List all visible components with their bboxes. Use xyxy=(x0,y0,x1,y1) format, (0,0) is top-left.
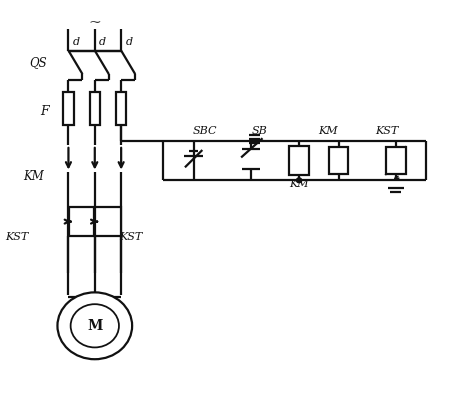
Text: d: d xyxy=(99,37,106,47)
Bar xyxy=(89,92,100,125)
Circle shape xyxy=(70,304,119,347)
Text: KST: KST xyxy=(119,232,142,242)
Text: ~: ~ xyxy=(88,16,101,30)
Bar xyxy=(95,207,120,236)
Text: KM: KM xyxy=(23,170,44,183)
Bar xyxy=(63,92,74,125)
Text: SBC: SBC xyxy=(192,126,216,136)
Text: KM: KM xyxy=(317,126,337,136)
Text: d: d xyxy=(73,37,80,47)
Text: QS: QS xyxy=(29,56,46,69)
Bar xyxy=(115,92,126,125)
Bar xyxy=(385,147,405,174)
Text: d: d xyxy=(125,37,132,47)
Text: KST: KST xyxy=(5,232,28,242)
Text: M: M xyxy=(87,319,102,333)
Text: KST: KST xyxy=(374,126,398,136)
Bar xyxy=(328,147,348,174)
Bar xyxy=(289,146,308,175)
Circle shape xyxy=(57,292,132,359)
Text: KM: KM xyxy=(289,179,308,189)
Bar xyxy=(69,207,94,236)
Circle shape xyxy=(296,178,301,183)
Text: F: F xyxy=(40,105,49,118)
Text: SB: SB xyxy=(251,126,267,136)
